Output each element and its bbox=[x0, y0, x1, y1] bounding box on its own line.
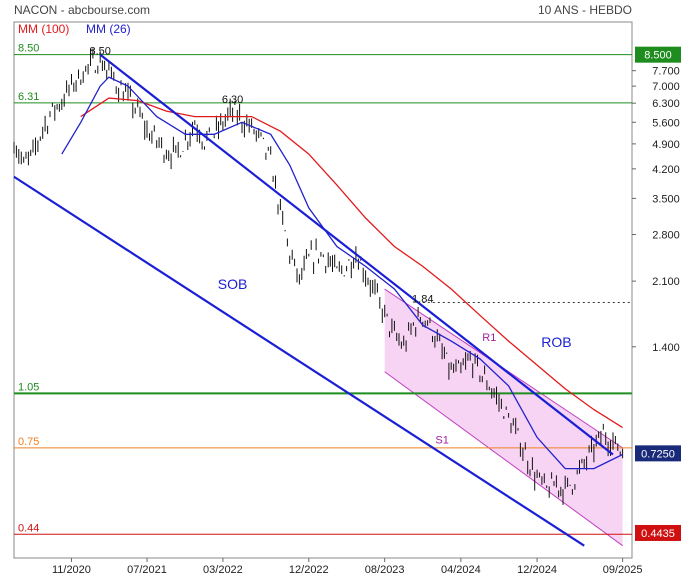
plot-frame bbox=[13, 21, 633, 559]
x-tick-label: 03/2022 bbox=[203, 564, 243, 576]
y-tick-label: 6.300 bbox=[652, 98, 680, 110]
x-tick-label: 12/2024 bbox=[517, 564, 557, 576]
price-bars bbox=[13, 48, 624, 505]
y-tick-label: 5.600 bbox=[652, 117, 680, 129]
level-label-1.05: 1.05 bbox=[18, 381, 39, 393]
y-tick-label: 7.700 bbox=[652, 66, 680, 78]
y-axis-ticks: 7.700 7.000 6.300 5.600 4.900 4.200 3.500 2.800… bbox=[632, 66, 680, 354]
x-tick-label: 08/2023 bbox=[365, 564, 405, 576]
mm26-line bbox=[61, 76, 623, 470]
chart-subtitle: 10 ANS - HEBDO bbox=[538, 3, 632, 17]
y-tick-label: 4.200 bbox=[652, 164, 680, 176]
legend-mm100: MM (100) bbox=[18, 22, 69, 36]
price-badge-bg bbox=[635, 445, 681, 462]
annotation-1-84: 1.84 bbox=[412, 294, 433, 306]
x-tick-label: 11/2020 bbox=[52, 564, 91, 576]
price-badge-bg bbox=[635, 524, 681, 541]
level-label-0.75: 0.75 bbox=[18, 436, 39, 448]
annotation-8-50: 8.50 bbox=[89, 46, 110, 58]
trendline-rob bbox=[99, 53, 614, 456]
price-badge-label: 8.500 bbox=[644, 50, 672, 62]
annotation-6-30: 6.30 bbox=[222, 94, 243, 106]
price-badges: 8.500 0.7250 0.4435 bbox=[635, 46, 681, 541]
horizontal-levels: 8.50 6.31 1.05 0.75 0.44 bbox=[14, 43, 632, 535]
level-label-6.31: 6.31 bbox=[18, 91, 39, 103]
annotation-SOB: SOB bbox=[218, 276, 248, 292]
moving-averages bbox=[61, 76, 623, 470]
chart-title: NACON - abcbourse.com bbox=[14, 3, 150, 17]
trendline-sob bbox=[13, 175, 585, 547]
x-tick-label: 07/2021 bbox=[127, 564, 167, 576]
y-tick-label: 2.800 bbox=[652, 230, 680, 242]
level-label-0.44: 0.44 bbox=[18, 522, 39, 534]
mm100-line bbox=[80, 97, 623, 429]
y-tick-label: 2.100 bbox=[652, 276, 680, 288]
y-tick-label: 4.900 bbox=[652, 139, 680, 151]
channel-lower-line bbox=[384, 371, 623, 547]
y-tick-label: 3.500 bbox=[652, 193, 680, 205]
price-badge-label: 0.4435 bbox=[641, 528, 675, 540]
price-badge-bg bbox=[635, 46, 681, 63]
x-tick-label: 04/2024 bbox=[441, 564, 481, 576]
y-tick-label: 7.000 bbox=[652, 81, 680, 93]
price-badge-label: 0.7250 bbox=[641, 448, 675, 460]
legend-mm26: MM (26) bbox=[86, 22, 131, 36]
y-tick-label: 1.400 bbox=[652, 342, 680, 354]
price-series bbox=[13, 48, 624, 505]
level-label-8.50: 8.50 bbox=[18, 43, 39, 55]
x-tick-label: 09/2025 bbox=[603, 564, 643, 576]
annotations: 8.50 6.30 1.84 SOB ROB R1 S1 bbox=[89, 46, 571, 447]
trendlines bbox=[13, 53, 614, 547]
annotation-ROB: ROB bbox=[541, 334, 571, 350]
x-tick-label: 12/2022 bbox=[289, 564, 329, 576]
annotation-S1: S1 bbox=[435, 435, 448, 447]
x-axis-ticks: 11/2020 07/2021 03/2022 12/2022 08/2023 04/20… bbox=[52, 558, 643, 576]
annotation-R1: R1 bbox=[482, 332, 496, 344]
